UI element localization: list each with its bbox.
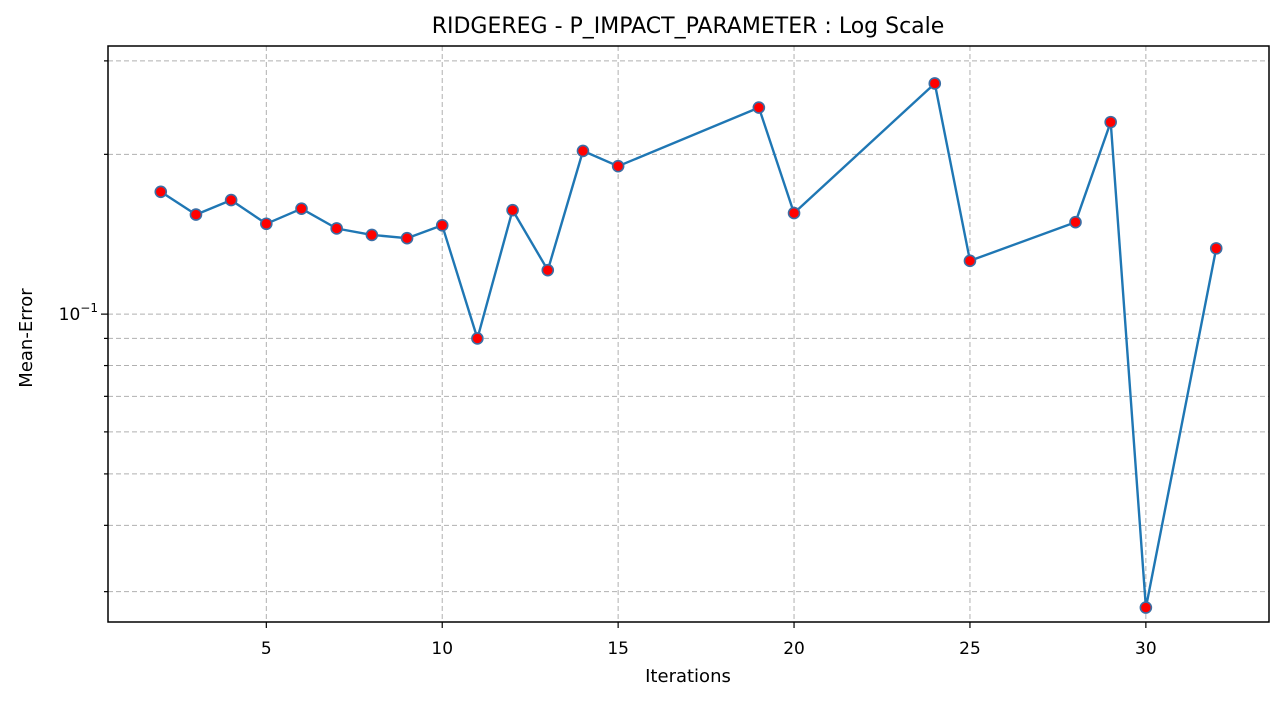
data-point xyxy=(753,102,764,113)
data-point xyxy=(542,265,553,276)
data-point xyxy=(1211,243,1222,254)
x-tick-label: 30 xyxy=(1135,639,1157,659)
series-line xyxy=(161,84,1216,608)
data-point xyxy=(1105,117,1116,128)
x-tick-label: 25 xyxy=(959,639,981,659)
x-tick-label: 5 xyxy=(261,639,272,659)
data-point xyxy=(226,195,237,206)
data-point xyxy=(929,78,940,89)
data-point xyxy=(1140,602,1151,613)
x-tick-label: 10 xyxy=(431,639,453,659)
x-axis-label: Iterations xyxy=(645,666,731,687)
tick-layer: 5 10 15 20 25 30 10−1 xyxy=(59,61,1157,659)
data-point xyxy=(789,208,800,219)
chart-title: RIDGEREG - P_IMPACT_PARAMETER : Log Scal… xyxy=(432,14,945,39)
data-point xyxy=(155,186,166,197)
data-point xyxy=(613,161,624,172)
data-point xyxy=(1070,217,1081,228)
data-point xyxy=(190,209,201,220)
grid-layer xyxy=(108,46,1269,622)
data-point xyxy=(261,218,272,229)
y-axis-label: Mean-Error xyxy=(16,288,37,388)
data-point xyxy=(472,333,483,344)
data-point xyxy=(366,229,377,240)
data-point xyxy=(331,223,342,234)
data-point xyxy=(437,220,448,231)
data-point xyxy=(964,255,975,266)
data-point xyxy=(507,205,518,216)
x-tick-label: 15 xyxy=(607,639,629,659)
plot-frame xyxy=(108,46,1269,622)
x-tick-label: 20 xyxy=(783,639,805,659)
data-point xyxy=(577,145,588,156)
series-layer xyxy=(155,78,1221,613)
data-point xyxy=(296,203,307,214)
y-tick-label: 10−1 xyxy=(59,301,98,325)
data-point xyxy=(402,233,413,244)
